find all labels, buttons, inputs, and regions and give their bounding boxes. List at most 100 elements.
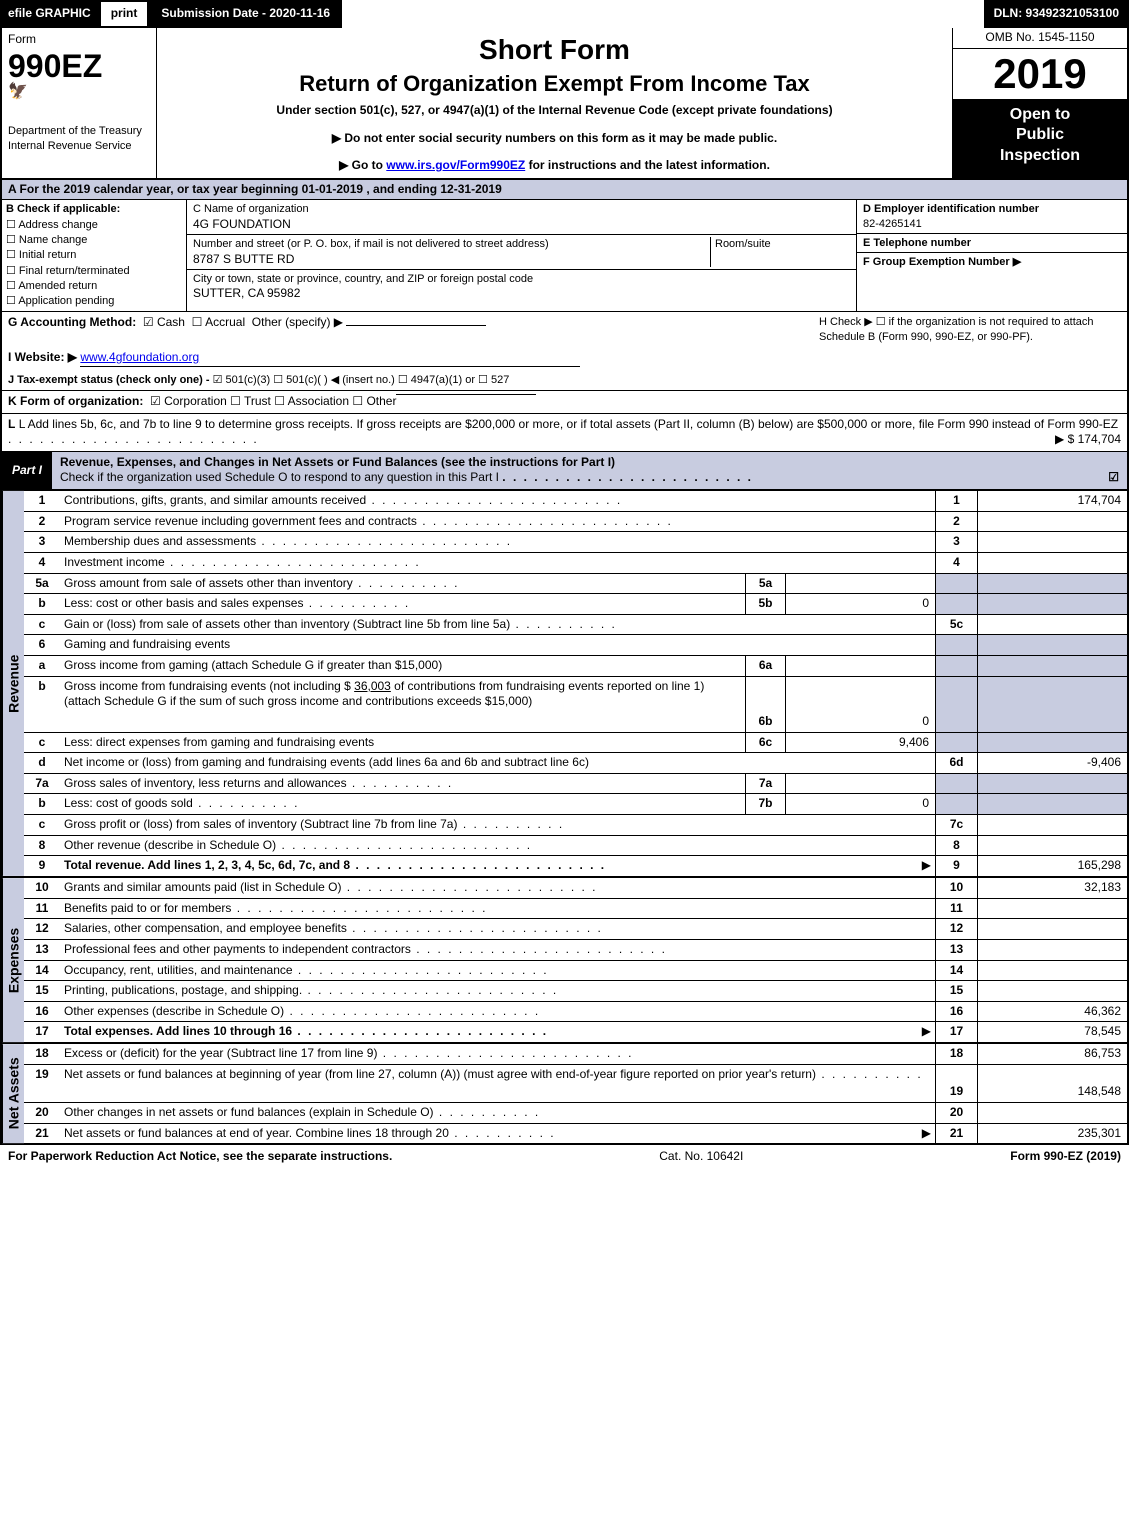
efile-text: efile GRAPHIC [8, 6, 91, 22]
irs-link[interactable]: www.irs.gov/Form990EZ [386, 158, 525, 172]
goto-pre: ▶ Go to [339, 158, 386, 172]
l18-col: 18 [935, 1044, 977, 1064]
l17-col: 17 [935, 1021, 977, 1042]
group-exemption-cell: F Group Exemption Number ▶ [857, 253, 1127, 311]
l7a-colshade [935, 773, 977, 794]
ein-value: 82-4265141 [863, 218, 922, 230]
irs-eagle-icon: 🦅 [8, 82, 150, 103]
l8-num: 8 [24, 835, 60, 856]
l5c-val [977, 614, 1127, 635]
footer-right: Form 990-EZ (2019) [1010, 1149, 1121, 1165]
l11-num: 11 [24, 898, 60, 919]
l1-num: 1 [24, 491, 60, 511]
line-13: 13 Professional fees and other payments … [24, 939, 1127, 960]
chk-amended-return[interactable]: Amended return [6, 279, 182, 293]
line-1: 1 Contributions, gifts, grants, and simi… [24, 491, 1127, 511]
l11-val [977, 898, 1127, 919]
section-c: C Name of organization 4G FOUNDATION Num… [187, 200, 857, 311]
chk-address-change[interactable]: Address change [6, 218, 182, 232]
form-word: Form [8, 32, 150, 48]
l6a-subval [785, 655, 935, 676]
l7b-valshade [977, 793, 1127, 814]
chk-cash[interactable]: Cash [143, 315, 185, 329]
l5b-valshade [977, 593, 1127, 614]
l12-num: 12 [24, 918, 60, 939]
l19-col: 19 [935, 1064, 977, 1102]
l12-desc: Salaries, other compensation, and employ… [64, 921, 603, 935]
line-18: 18 Excess or (deficit) for the year (Sub… [24, 1044, 1127, 1064]
g-other-input[interactable] [346, 325, 486, 326]
ein-label: D Employer identification number [863, 203, 1039, 215]
l7b-desc: Less: cost of goods sold [64, 796, 299, 810]
l9-desc: Total revenue. Add lines 1, 2, 3, 4, 5c,… [64, 858, 606, 872]
l21-num: 21 [24, 1123, 60, 1144]
l6d-desc: Net income or (loss) from gaming and fun… [60, 752, 935, 773]
phone-cell: E Telephone number [857, 234, 1127, 253]
line-2: 2 Program service revenue including gove… [24, 511, 1127, 532]
l9-val: 165,298 [977, 855, 1127, 876]
l5c-desc: Gain or (loss) from sale of assets other… [64, 617, 617, 631]
org-name-label: C Name of organization [193, 202, 850, 216]
website-link[interactable]: www.4gfoundation.org [80, 350, 580, 367]
dept-treasury: Department of the Treasury [8, 124, 150, 138]
l2-col: 2 [935, 511, 977, 532]
room-suite-label: Room/suite [710, 237, 850, 267]
chk-application-pending[interactable]: Application pending [6, 294, 182, 308]
l4-desc: Investment income [64, 555, 421, 569]
l3-num: 3 [24, 531, 60, 552]
line-6: 6 Gaming and fundraising events [24, 634, 1127, 655]
line-14: 14 Occupancy, rent, utilities, and maint… [24, 960, 1127, 981]
l15-val [977, 980, 1127, 1001]
line-6b: b Gross income from fundraising events (… [24, 676, 1127, 732]
phone-label: E Telephone number [863, 237, 971, 249]
ghijk-block: G Accounting Method: Cash Accrual Other … [0, 312, 1129, 412]
l6a-num: a [24, 655, 60, 676]
l18-num: 18 [24, 1044, 60, 1064]
l17-arrow: ▶ [922, 1024, 931, 1040]
l18-desc: Excess or (deficit) for the year (Subtra… [64, 1046, 633, 1060]
l21-val: 235,301 [977, 1123, 1127, 1144]
print-button[interactable]: print [99, 0, 150, 28]
line-5b: b Less: cost or other basis and sales ex… [24, 593, 1127, 614]
l21-arrow: ▶ [922, 1126, 931, 1142]
l9-col: 9 [935, 855, 977, 876]
line-8: 8 Other revenue (describe in Schedule O)… [24, 835, 1127, 856]
tax-year: 2019 [953, 49, 1127, 99]
l7a-valshade [977, 773, 1127, 794]
line-16: 16 Other expenses (describe in Schedule … [24, 1001, 1127, 1022]
l10-num: 10 [24, 878, 60, 898]
row-g: G Accounting Method: Cash Accrual Other … [8, 315, 486, 331]
org-name-value: 4G FOUNDATION [193, 217, 850, 233]
l6d-val: -9,406 [977, 752, 1127, 773]
l5c-col: 5c [935, 614, 977, 635]
part-i-header: Part I Revenue, Expenses, and Changes in… [0, 451, 1129, 491]
chk-initial-return[interactable]: Initial return [6, 248, 182, 262]
chk-accrual[interactable]: Accrual [192, 315, 245, 329]
l6c-colshade [935, 732, 977, 753]
l17-desc: Total expenses. Add lines 10 through 16 [64, 1024, 548, 1038]
l19-val: 148,548 [977, 1064, 1127, 1102]
l5b-colshade [935, 593, 977, 614]
chk-final-return[interactable]: Final return/terminated [6, 264, 182, 278]
part-i-checkbox[interactable]: ☑ [1108, 470, 1119, 486]
inspection-l1: Open to [957, 105, 1123, 126]
chk-name-change[interactable]: Name change [6, 233, 182, 247]
form-subtitle: Return of Organization Exempt From Incom… [165, 70, 944, 99]
k-other-input[interactable] [396, 394, 536, 395]
l12-col: 12 [935, 918, 977, 939]
street-row: Number and street (or P. O. box, if mail… [187, 235, 856, 270]
line-6a: a Gross income from gaming (attach Sched… [24, 655, 1127, 676]
org-name-row: C Name of organization 4G FOUNDATION [187, 200, 856, 235]
l6b-desc-pre: Gross income from fundraising events (no… [64, 679, 354, 693]
l6c-subval: 9,406 [785, 732, 935, 753]
l13-num: 13 [24, 939, 60, 960]
l10-desc: Grants and similar amounts paid (list in… [64, 880, 597, 894]
l14-desc: Occupancy, rent, utilities, and maintena… [64, 963, 549, 977]
line-6c: c Less: direct expenses from gaming and … [24, 732, 1127, 753]
l6b-colshade [935, 676, 977, 732]
l6-desc: Gaming and fundraising events [60, 634, 935, 655]
print-label: print [111, 6, 138, 22]
line-3: 3 Membership dues and assessments 3 [24, 531, 1127, 552]
g-other-label: Other (specify) ▶ [252, 315, 343, 329]
l5b-sub: 5b [745, 593, 785, 614]
